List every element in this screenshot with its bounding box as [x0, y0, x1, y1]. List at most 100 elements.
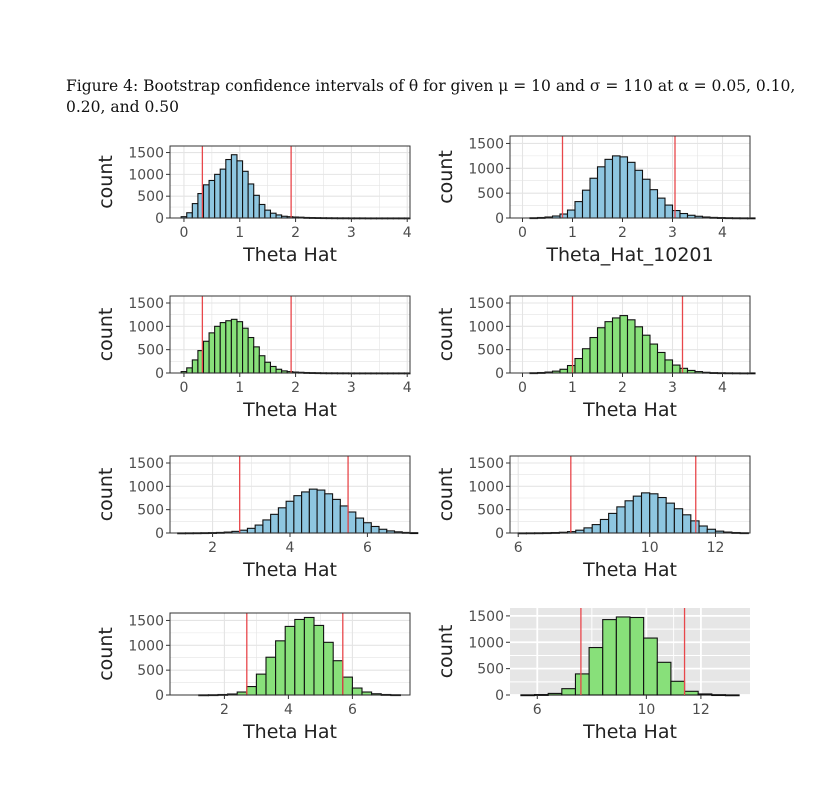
histogram-bar: [253, 346, 260, 374]
histogram-bar: [629, 616, 645, 696]
histogram-bar: [724, 694, 740, 697]
y-tick-label: 500: [137, 189, 164, 205]
x-axis-title: Theta Hat: [582, 721, 677, 743]
histogram-bar: [191, 359, 199, 374]
histogram-bar: [706, 528, 717, 534]
histogram-bar: [258, 355, 266, 374]
histogram-bar: [566, 209, 576, 219]
y-tick-label: 500: [137, 503, 164, 519]
histogram-bar: [270, 513, 279, 534]
histogram-bar: [324, 493, 334, 534]
x-axis-title: Theta Hat: [242, 559, 337, 581]
histogram-bar: [596, 327, 606, 374]
y-tick-label: 1500: [468, 296, 504, 312]
histogram-bar: [301, 491, 310, 534]
histogram-bar: [619, 156, 629, 219]
histogram-bar: [258, 203, 266, 219]
x-tick-label: 4: [286, 540, 295, 556]
histogram-bar: [624, 500, 634, 534]
histogram-bar: [409, 532, 419, 535]
histogram-bar: [656, 197, 666, 219]
histogram-bar: [673, 508, 684, 534]
histogram-bar: [588, 646, 604, 696]
y-tick-label: 1000: [468, 161, 504, 177]
x-axis-title: Theta Hat: [242, 244, 337, 266]
x-tick-label: 2: [291, 380, 300, 396]
histogram-panel-4: 0 500 1000 1500 0 1 2 3 4 Theta Hat count: [435, 295, 756, 421]
histogram-bar: [247, 336, 255, 374]
x-tick-label: 0: [518, 225, 527, 241]
plot-border: [169, 145, 411, 219]
x-tick-label: 4: [718, 380, 727, 396]
y-tick-label: 1000: [128, 319, 164, 335]
y-tick-label: 0: [155, 526, 164, 542]
x-tick-label: 0: [518, 380, 527, 396]
x-tick-label: 4: [718, 225, 727, 241]
figure-caption: Figure 4: Bootstrap confidence intervals…: [66, 77, 796, 116]
histogram-bar: [641, 334, 651, 374]
y-tick-label: 0: [495, 526, 504, 542]
x-tick-label: 1: [568, 225, 577, 241]
y-tick-label: 1500: [128, 456, 164, 472]
histogram-bar: [378, 528, 388, 534]
histogram-bar: [246, 686, 257, 696]
plot-border: [169, 295, 411, 374]
y-tick-label: 1000: [128, 638, 164, 654]
histogram-bar: [649, 493, 659, 534]
y-axis-title: count: [95, 468, 117, 522]
histogram-bar: [202, 340, 210, 374]
histogram-bar: [608, 512, 618, 534]
histogram-bar: [316, 489, 326, 534]
y-axis-title: count: [95, 308, 117, 362]
x-tick-label: 1: [235, 225, 244, 241]
plot-border: [169, 612, 411, 696]
histogram-bar: [264, 209, 272, 219]
histogram-bar: [351, 687, 363, 696]
histogram-bar: [626, 319, 636, 374]
y-tick-label: 1000: [468, 635, 504, 651]
x-axis-title: Theta_Hat_10201: [545, 244, 713, 266]
histogram-bar: [591, 524, 601, 534]
histogram-bar: [208, 332, 216, 374]
histogram-bar: [664, 204, 674, 219]
histogram-bar: [611, 155, 621, 219]
y-axis-title: count: [435, 150, 457, 204]
x-tick-label: 2: [618, 225, 627, 241]
x-tick-label: 6: [533, 702, 542, 718]
histogram-bar: [308, 488, 318, 534]
y-tick-label: 500: [137, 663, 164, 679]
x-tick-label: 1: [568, 380, 577, 396]
histogram-bar: [679, 367, 689, 374]
histogram-bar: [262, 519, 272, 534]
x-tick-label: 10: [637, 702, 655, 718]
histogram-bar: [313, 624, 325, 696]
histogram-bar: [626, 161, 636, 219]
histogram-bar: [574, 357, 584, 374]
histogram-bar: [581, 348, 591, 374]
y-tick-label: 1500: [128, 613, 164, 629]
histogram-bar: [634, 326, 644, 374]
y-tick-label: 1000: [128, 167, 164, 183]
x-tick-label: 2: [618, 380, 627, 396]
y-tick-label: 0: [495, 688, 504, 704]
histogram-bar: [253, 194, 260, 219]
histogram-panel-5: 0 500 1000 1500 2 4 6 Theta Hat count: [95, 455, 419, 581]
y-tick-label: 500: [477, 186, 504, 202]
x-axis-title: Theta Hat: [582, 399, 677, 421]
histogram-bar: [683, 690, 699, 696]
y-axis-title: count: [95, 155, 117, 209]
histogram-bar: [616, 506, 626, 534]
histogram-bar: [656, 661, 672, 696]
histogram-panel-1: 0 500 1000 1500 0 1 2 3 4 Theta Hat count: [95, 145, 412, 266]
histogram-bar: [342, 676, 353, 696]
histogram-bar: [671, 209, 681, 219]
y-tick-label: 1500: [128, 146, 164, 162]
histogram-bar: [583, 527, 593, 534]
histogram-bar: [225, 158, 232, 219]
histogram-bar: [236, 321, 244, 374]
x-axis-title: Theta Hat: [242, 399, 337, 421]
y-tick-label: 1000: [468, 319, 504, 335]
histogram-panel-7: 0 500 1000 1500 2 4 6 Theta Hat count: [95, 612, 411, 743]
histogram-bar: [634, 169, 644, 219]
y-tick-label: 0: [155, 688, 164, 704]
